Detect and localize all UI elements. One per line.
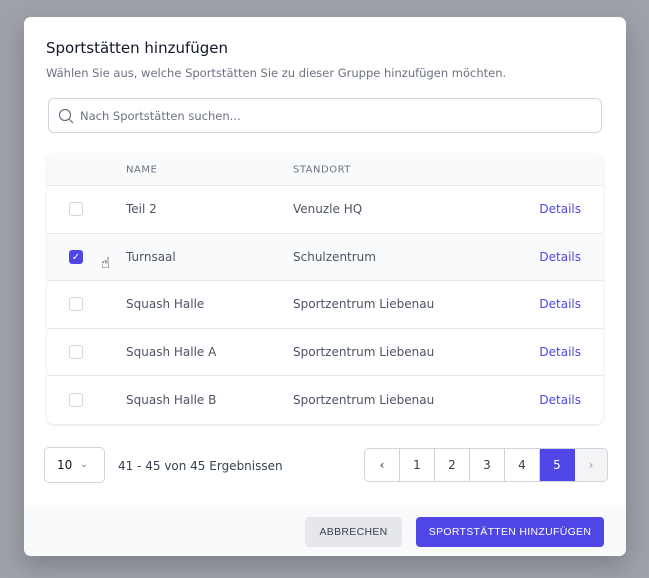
- venue-name: Turnsaal: [126, 249, 176, 264]
- cancel-button[interactable]: ABBRECHEN: [305, 517, 402, 547]
- search-input[interactable]: [80, 108, 580, 123]
- pagination: ‹ 1 2 3 4 5 ›: [364, 448, 608, 482]
- chevron-right-icon: ›: [588, 458, 594, 472]
- search-icon: [58, 108, 74, 123]
- venue-location: Sportzentrum Liebenau: [293, 392, 435, 407]
- details-link[interactable]: Details: [539, 297, 581, 312]
- row-checkbox[interactable]: ✓: [69, 249, 83, 264]
- dialog-footer: ABBRECHEN SPORTSTÄTTEN HINZUFÜGEN: [24, 507, 626, 556]
- page-3[interactable]: 3: [470, 449, 505, 481]
- page-1[interactable]: 1: [400, 449, 435, 481]
- details-link[interactable]: Details: [539, 249, 581, 264]
- results-summary: 41 - 45 von 45 Ergebnissen: [118, 459, 283, 473]
- row-checkbox[interactable]: [69, 392, 83, 407]
- add-venues-button[interactable]: SPORTSTÄTTEN HINZUFÜGEN: [416, 517, 604, 547]
- table-row[interactable]: ✓ Turnsaal Schulzentrum Details: [47, 233, 603, 281]
- table-header: NAME STANDORT: [47, 154, 603, 186]
- prev-page-button[interactable]: ‹: [365, 449, 400, 481]
- row-checkbox[interactable]: [69, 344, 83, 359]
- hand-cursor-icon: ☝: [101, 254, 111, 272]
- page-4[interactable]: 4: [505, 449, 540, 481]
- search-field[interactable]: [48, 98, 602, 133]
- venue-name: Teil 2: [126, 202, 157, 217]
- add-venues-dialog: Sportstätten hinzufügen Wählen Sie aus, …: [24, 17, 626, 556]
- dialog-subtitle: Wählen Sie aus, welche Sportstätten Sie …: [46, 66, 507, 80]
- table-row[interactable]: Squash Halle B Sportzentrum Liebenau Detai…: [47, 376, 603, 424]
- venue-location: Venuzle HQ: [293, 202, 363, 217]
- details-link[interactable]: Details: [539, 392, 581, 407]
- details-link[interactable]: Details: [539, 202, 581, 217]
- venues-table: NAME STANDORT Teil 2 Venuzle HQ Details ✓ T…: [47, 154, 603, 424]
- row-checkbox[interactable]: [69, 202, 83, 217]
- venue-name: Squash Halle A: [126, 344, 217, 359]
- page-5[interactable]: 5: [540, 449, 575, 481]
- details-link[interactable]: Details: [539, 344, 581, 359]
- next-page-button[interactable]: ›: [575, 449, 607, 481]
- venue-name: Squash Halle: [126, 297, 205, 312]
- per-page-select[interactable]: 10 ⌄: [44, 447, 105, 483]
- venue-location: Schulzentrum: [293, 249, 376, 264]
- venue-location: Sportzentrum Liebenau: [293, 344, 435, 359]
- chevron-left-icon: ‹: [379, 458, 385, 472]
- chevron-down-icon: ⌄: [80, 460, 88, 470]
- venue-location: Sportzentrum Liebenau: [293, 297, 435, 312]
- venue-name: Squash Halle B: [126, 392, 217, 407]
- row-checkbox[interactable]: [69, 297, 83, 312]
- page-2[interactable]: 2: [435, 449, 470, 481]
- table-row[interactable]: Teil 2 Venuzle HQ Details: [47, 186, 603, 234]
- column-header-name: NAME: [126, 164, 158, 175]
- table-row[interactable]: Squash Halle A Sportzentrum Liebenau Detai…: [47, 328, 603, 376]
- column-header-location: STANDORT: [293, 164, 351, 175]
- dialog-title: Sportstätten hinzufügen: [46, 39, 229, 57]
- per-page-value: 10: [57, 458, 73, 472]
- table-row[interactable]: Squash Halle Sportzentrum Liebenau Details: [47, 281, 603, 329]
